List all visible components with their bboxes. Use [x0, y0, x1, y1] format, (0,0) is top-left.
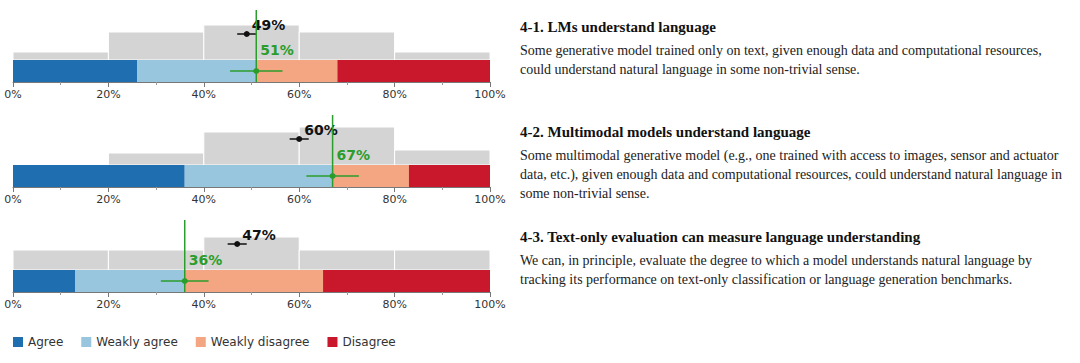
svg-text:100%: 100%: [474, 88, 505, 101]
svg-text:could understand natural langu: could understand natural language in som…: [520, 62, 860, 77]
svg-text:51%: 51%: [260, 42, 294, 58]
svg-text:4-2. Multimodal models underst: 4-2. Multimodal models understand langua…: [520, 124, 811, 140]
svg-text:Some multimodal generative mod: Some multimodal generative model (e.g., …: [520, 148, 1062, 164]
svg-text:40%: 40%: [192, 298, 216, 311]
svg-text:80%: 80%: [382, 193, 406, 206]
svg-text:40%: 40%: [192, 193, 216, 206]
svg-text:100%: 100%: [474, 298, 505, 311]
svg-text:60%: 60%: [287, 193, 311, 206]
svg-text:Disagree: Disagree: [342, 335, 395, 349]
svg-text:Weakly agree: Weakly agree: [96, 335, 178, 349]
svg-text:Agree: Agree: [28, 335, 63, 349]
svg-text:4-1. LMs understand language: 4-1. LMs understand language: [520, 19, 716, 35]
svg-text:20%: 20%: [96, 88, 120, 101]
svg-text:67%: 67%: [337, 147, 371, 163]
svg-text:20%: 20%: [96, 298, 120, 311]
svg-text:some non-trivial sense.: some non-trivial sense.: [520, 186, 649, 201]
svg-text:60%: 60%: [287, 298, 311, 311]
svg-text:tracking its performance on te: tracking its performance on text-only cl…: [520, 272, 1012, 287]
svg-text:80%: 80%: [382, 88, 406, 101]
svg-text:60%: 60%: [287, 88, 311, 101]
svg-text:0%: 0%: [4, 298, 21, 311]
svg-text:60%: 60%: [304, 122, 338, 138]
svg-text:47%: 47%: [242, 227, 276, 243]
svg-text:20%: 20%: [96, 193, 120, 206]
svg-text:49%: 49%: [251, 17, 286, 33]
svg-text:4-3. Text-only evaluation can: 4-3. Text-only evaluation can measure la…: [520, 229, 921, 245]
svg-text:100%: 100%: [474, 193, 505, 206]
svg-text:0%: 0%: [4, 193, 21, 206]
svg-text:Some generative model trained: Some generative model trained only on te…: [520, 43, 1045, 58]
svg-text:40%: 40%: [192, 88, 216, 101]
svg-text:We can, in principle, evaluate: We can, in principle, evaluate the degre…: [520, 253, 1036, 268]
svg-text:36%: 36%: [189, 252, 223, 268]
svg-text:0%: 0%: [4, 88, 21, 101]
svg-text:data, etc.), given enough data: data, etc.), given enough data and compu…: [520, 167, 1065, 183]
svg-text:Weakly disagree: Weakly disagree: [211, 335, 310, 349]
svg-text:80%: 80%: [382, 298, 406, 311]
